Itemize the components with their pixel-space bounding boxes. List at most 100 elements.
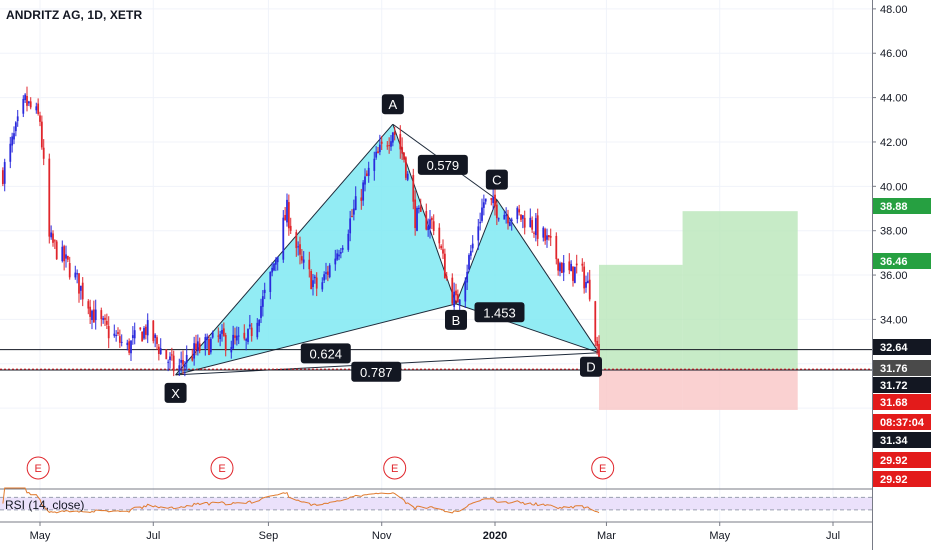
price-tag-bg xyxy=(873,394,931,410)
candle-body xyxy=(204,337,207,349)
candle-body xyxy=(105,320,108,325)
earnings-marker-label: E xyxy=(599,463,606,475)
candle-body xyxy=(169,356,171,361)
candle-body xyxy=(360,197,363,201)
candle-body xyxy=(406,173,409,180)
candle-body xyxy=(536,215,539,239)
price-tick-label: 48.00 xyxy=(880,4,908,16)
candle-body xyxy=(130,340,132,354)
candle-body xyxy=(170,354,173,356)
harmonic-leg xyxy=(455,199,498,305)
candle-body xyxy=(167,361,170,363)
candle-body xyxy=(575,263,578,266)
candle-body xyxy=(40,121,43,148)
candle-body xyxy=(14,122,17,132)
ratio-label: 0.624 xyxy=(310,346,343,361)
chart-title: ANDRITZ AG, 1D, XETR xyxy=(6,8,143,22)
candle-body xyxy=(469,250,472,256)
price-tag-bg xyxy=(873,452,931,468)
candle-body xyxy=(430,217,433,221)
candle-body xyxy=(466,271,469,283)
stop-zone xyxy=(599,369,683,410)
candle-body xyxy=(510,219,513,221)
candle-body xyxy=(367,167,370,176)
candle-body xyxy=(232,334,235,349)
price-tag-bg xyxy=(873,339,931,355)
candle-body xyxy=(13,133,15,140)
target-zone xyxy=(682,211,798,370)
ratio-label-box xyxy=(300,343,351,364)
candle-body xyxy=(312,280,314,288)
time-tick-label: Jul xyxy=(146,530,160,542)
candle-body xyxy=(365,173,368,177)
candle-body xyxy=(494,194,496,207)
candle-body xyxy=(464,280,467,302)
candle-body xyxy=(198,343,201,351)
price-tick-label: 44.00 xyxy=(880,93,908,105)
candle-body xyxy=(115,335,118,337)
candle-body xyxy=(468,255,470,270)
candle-body xyxy=(94,309,97,321)
candle-body xyxy=(144,326,147,335)
target-zone xyxy=(599,264,683,370)
candle-body xyxy=(521,215,524,219)
candle-body xyxy=(313,276,316,279)
candle-body xyxy=(89,306,92,317)
point-label-box xyxy=(164,382,187,403)
point-label-box xyxy=(445,309,467,330)
time-axis-bg xyxy=(0,523,872,551)
candle-body xyxy=(425,211,428,230)
candle-body xyxy=(243,332,246,339)
price-tag-bg xyxy=(873,414,931,430)
candle-body xyxy=(9,143,12,162)
candle-body xyxy=(533,232,535,234)
price-tick-label: 46.00 xyxy=(880,48,908,60)
candle-body xyxy=(235,335,238,341)
candle-body xyxy=(74,272,77,278)
candle-body xyxy=(351,215,353,217)
candle-body xyxy=(284,214,287,221)
candle-body xyxy=(107,326,110,339)
candle-body xyxy=(185,354,188,363)
candle-body xyxy=(455,290,457,296)
candle-body xyxy=(310,271,313,290)
candle-body xyxy=(352,208,355,215)
candle-body xyxy=(339,252,342,254)
candle-body xyxy=(417,207,420,209)
price-tag-bg xyxy=(873,432,931,448)
price-tag-bg xyxy=(873,360,931,376)
point-label-c: C xyxy=(492,173,501,188)
candle-body xyxy=(248,324,251,327)
candle-body xyxy=(159,348,162,355)
earnings-marker-label: E xyxy=(391,463,398,475)
candle-body xyxy=(573,266,576,283)
candle-body xyxy=(193,343,196,359)
candle-body xyxy=(380,141,383,144)
candle-body xyxy=(482,202,485,208)
candle-body xyxy=(323,274,326,281)
time-axis: May Jul Sep Nov 2020 Mar May Jul xyxy=(0,522,872,551)
candle-body xyxy=(427,226,430,231)
candle-body xyxy=(282,217,285,260)
candle-body xyxy=(172,355,175,372)
candle-body xyxy=(390,141,392,147)
candle-body xyxy=(542,227,545,238)
stop-zone xyxy=(682,369,798,410)
harmonic-xab-fill xyxy=(175,124,457,375)
candle-body xyxy=(581,263,584,266)
price-tick-label: 36.00 xyxy=(880,270,908,282)
candle-body xyxy=(61,246,64,262)
candle-body xyxy=(583,266,586,289)
candle-body xyxy=(66,255,69,260)
candle-body xyxy=(217,335,220,337)
candle-body xyxy=(250,327,253,337)
ratio-label-box xyxy=(474,302,525,323)
candle-body xyxy=(118,336,121,343)
price-tag-bg xyxy=(873,198,931,214)
harmonic-bcd-fill xyxy=(456,199,599,353)
candle-body xyxy=(453,291,456,307)
candle-body xyxy=(440,245,443,249)
candle-body xyxy=(68,263,71,278)
